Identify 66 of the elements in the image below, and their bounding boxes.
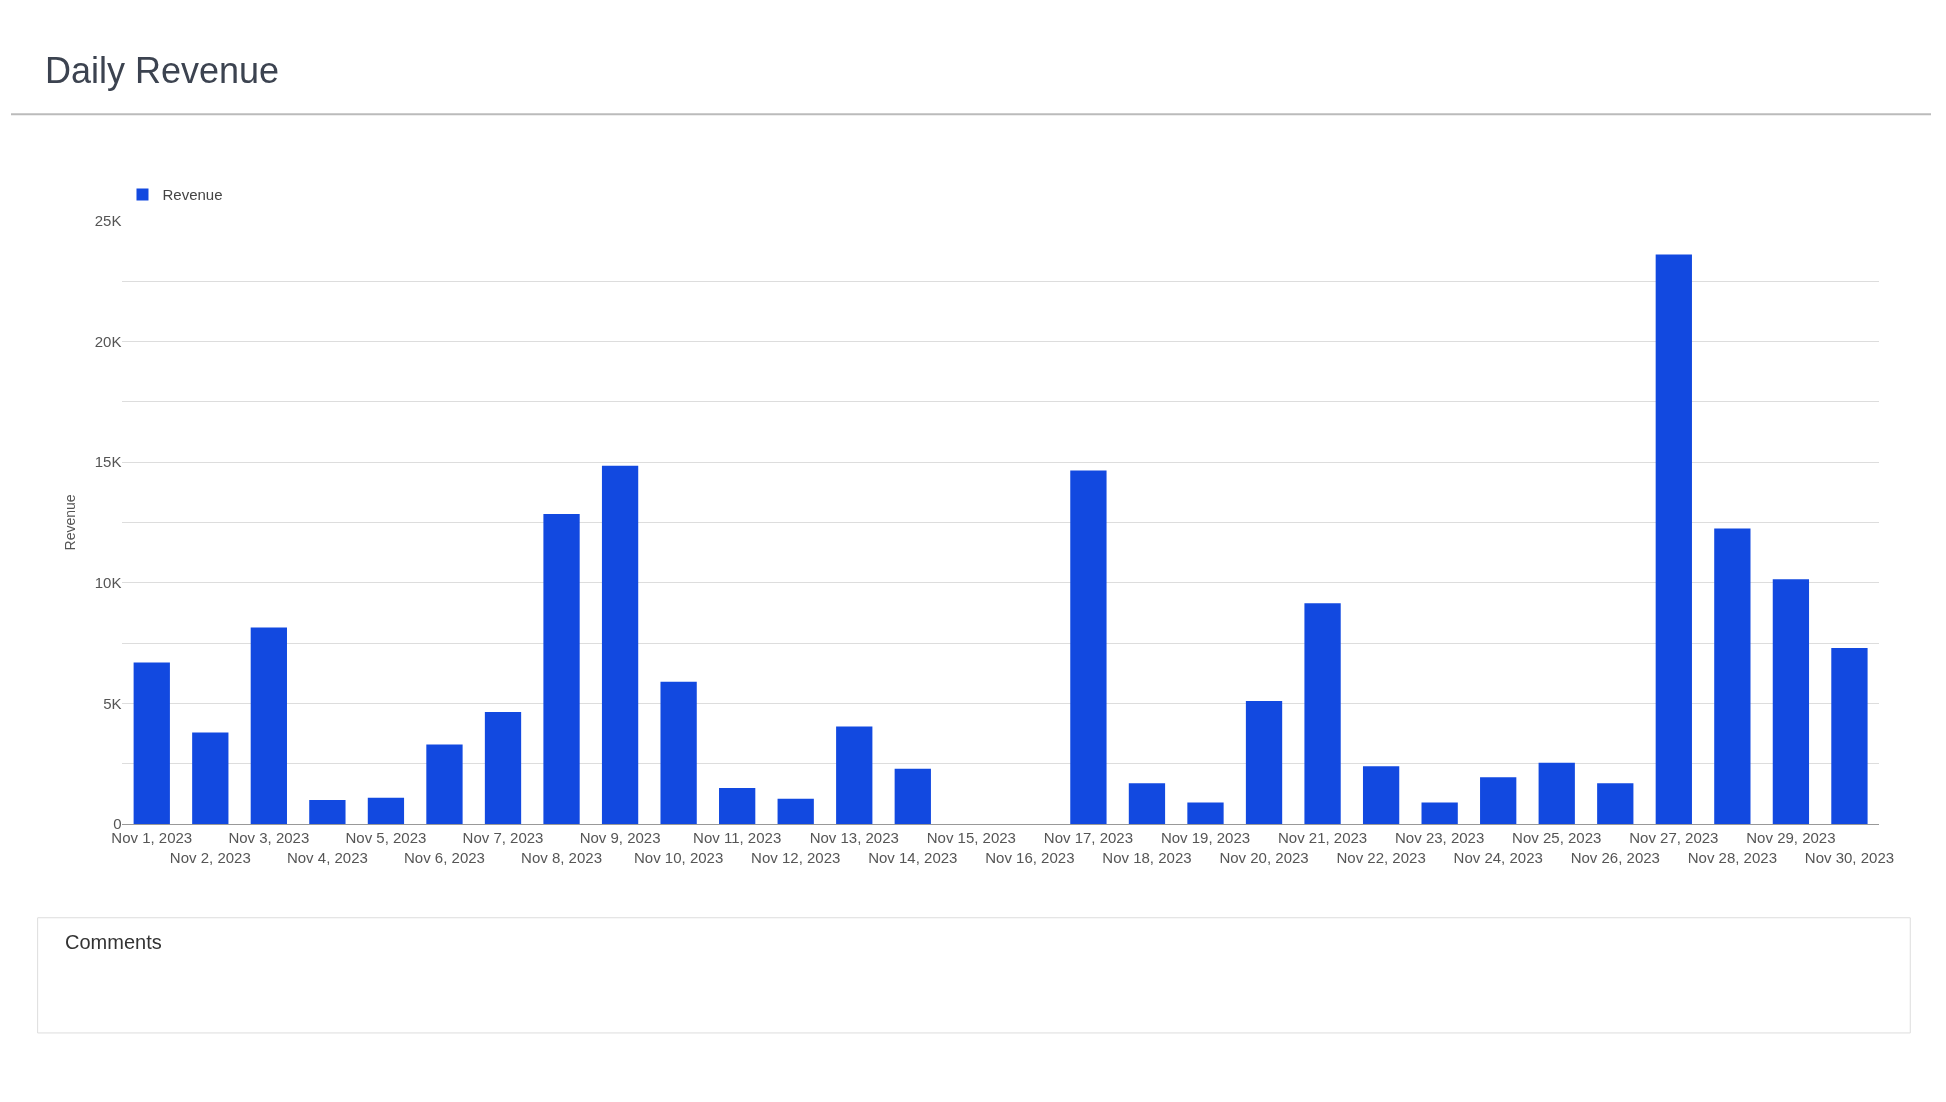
- x-tick-label: Nov 14, 2023: [868, 848, 958, 866]
- y-tick-label: 5K: [103, 694, 122, 712]
- bar: [1362, 766, 1400, 825]
- bar: [1831, 647, 1868, 825]
- bar: [192, 732, 229, 825]
- x-tick-label: Nov 28, 2023: [1687, 848, 1777, 866]
- bar: [1245, 701, 1283, 825]
- text: Comments: [65, 931, 162, 953]
- bar: [1304, 603, 1341, 825]
- x-tick-label: Nov 19, 2023: [1160, 829, 1251, 847]
- x-tick-label: Nov 20, 2023: [1219, 848, 1309, 866]
- bar: [894, 768, 931, 825]
- x-tick-label: Nov 18, 2023: [1102, 848, 1192, 866]
- bar: [367, 797, 405, 825]
- bar: [660, 681, 697, 825]
- y-tick-label: 25K: [94, 211, 122, 229]
- bar: [309, 800, 346, 825]
- bar: [484, 711, 522, 825]
- chart-title: Daily Revenue: [45, 50, 280, 91]
- y-axis-title: Revenue: [62, 494, 79, 551]
- bar: [1480, 777, 1517, 825]
- x-tick-label: Nov 5, 2023: [345, 829, 427, 847]
- bar: [719, 788, 756, 825]
- legend-label: Revenue: [162, 186, 223, 204]
- bar: [1597, 783, 1634, 825]
- x-tick-label: Nov 13, 2023: [809, 829, 899, 847]
- x-tick-label: Nov 21, 2023: [1277, 829, 1368, 847]
- x-tick-label: Nov 11, 2023: [693, 829, 782, 847]
- bar: [133, 662, 170, 825]
- x-tick-label: Nov 22, 2023: [1336, 848, 1426, 866]
- x-tick-label: Nov 6, 2023: [404, 848, 485, 866]
- x-tick-label: Nov 7, 2023: [462, 829, 544, 847]
- x-tick-label: Nov 4, 2023: [286, 848, 368, 866]
- y-tick-label: 20K: [94, 332, 122, 350]
- bar: [543, 514, 580, 825]
- bar: [601, 465, 639, 825]
- x-tick-label: Nov 8, 2023: [521, 848, 602, 866]
- bar: [1538, 762, 1575, 825]
- x-tick-label: Nov 3, 2023: [228, 829, 310, 847]
- x-tick-label: Nov 23, 2023: [1395, 829, 1485, 847]
- x-tick-label: Nov 10, 2023: [634, 848, 724, 866]
- x-tick-label: Nov 2, 2023: [169, 848, 251, 866]
- x-tick-label: Nov 24, 2023: [1453, 848, 1543, 866]
- x-tick-label: Nov 29, 2023: [1746, 829, 1836, 847]
- bar: [426, 744, 463, 825]
- x-tick-label: Nov 17, 2023: [1043, 829, 1134, 847]
- bar: [777, 798, 814, 825]
- bar: [250, 627, 287, 825]
- y-tick-label: 15K: [94, 453, 122, 471]
- x-tick-label: Nov 12, 2023: [751, 848, 841, 866]
- bar: [1128, 783, 1166, 825]
- x-tick-label: Nov 30, 2023: [1804, 848, 1895, 866]
- x-tick-label: Nov 26, 2023: [1570, 848, 1660, 866]
- x-tick-label: Nov 15, 2023: [926, 829, 1016, 847]
- bar: [1421, 802, 1458, 825]
- x-tick-label: Nov 9, 2023: [579, 829, 661, 847]
- x-tick-label: Nov 25, 2023: [1512, 829, 1602, 847]
- bar: [1655, 254, 1692, 825]
- bar: [1772, 579, 1810, 825]
- x-tick-label: Nov 16, 2023: [985, 848, 1075, 866]
- bar: [1714, 528, 1751, 825]
- bar: [836, 726, 873, 825]
- x-tick-label: Nov 27, 2023: [1629, 829, 1719, 847]
- bar: [1187, 802, 1224, 825]
- y-tick-label: 10K: [94, 574, 122, 592]
- bar: [1070, 470, 1107, 825]
